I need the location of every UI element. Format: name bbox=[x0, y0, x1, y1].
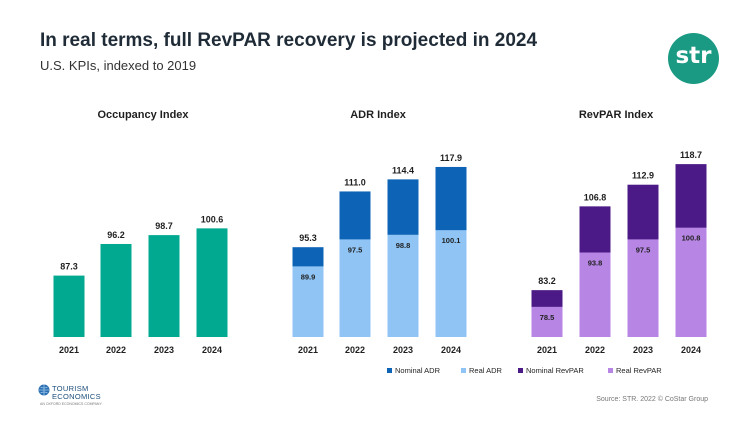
occupancy-index-tick-2024: 2024 bbox=[202, 345, 222, 355]
adr-index-real-value-2023: 98.8 bbox=[396, 241, 411, 250]
revpar-index-real-bar-2024 bbox=[675, 227, 707, 337]
adr-index-title: ADR Index bbox=[350, 109, 407, 121]
adr-index-real-bar-2021 bbox=[292, 266, 324, 337]
occupancy-index-bar-2022 bbox=[100, 243, 132, 337]
revpar-index-value-2023: 112.9 bbox=[632, 171, 654, 181]
revpar-index-real-bar-2023 bbox=[627, 239, 659, 337]
revpar-index-real-value-2023: 97.5 bbox=[636, 245, 651, 254]
adr-index-tick-2021: 2021 bbox=[298, 345, 318, 355]
adr-index-value-2023: 114.4 bbox=[392, 165, 414, 175]
str-logo: str bbox=[668, 33, 719, 84]
adr-index-value-2024: 117.9 bbox=[440, 153, 462, 163]
occupancy-index-value-2023: 98.7 bbox=[155, 221, 173, 231]
globe-icon bbox=[38, 384, 50, 396]
revpar-index-value-2024: 118.7 bbox=[680, 150, 702, 160]
legend-swatch-nominal-adr bbox=[387, 368, 392, 373]
revpar-index-value-2021: 83.2 bbox=[538, 276, 556, 286]
legend-swatch-real-revpar bbox=[608, 368, 613, 373]
adr-index-real-value-2021: 89.9 bbox=[301, 272, 316, 281]
page-subtitle: U.S. KPIs, indexed to 2019 bbox=[40, 58, 197, 73]
legend-label-nominal-revpar: Nominal RevPAR bbox=[526, 366, 584, 375]
revpar-index-tick-2023: 2023 bbox=[633, 345, 653, 355]
legend-swatch-nominal-revpar bbox=[518, 368, 523, 373]
adr-index-real-bar-2022 bbox=[339, 239, 371, 337]
legend-label-real-adr: Real ADR bbox=[469, 366, 503, 375]
brand-name-2: ECONOMICS bbox=[52, 392, 101, 401]
tourism-economics-logo: TOURISM ECONOMICS bbox=[52, 385, 101, 401]
adr-index-real-value-2022: 97.5 bbox=[348, 245, 363, 254]
brand-name-1: TOURISM bbox=[52, 384, 89, 393]
occupancy-index-bar-2021 bbox=[53, 275, 85, 337]
source-note: Source: STR. 2022 © CoStar Group bbox=[596, 396, 708, 403]
occupancy-index-bar-2024 bbox=[196, 228, 228, 337]
adr-index-tick-2022: 2022 bbox=[345, 345, 365, 355]
adr-index-value-2022: 111.0 bbox=[344, 177, 366, 187]
adr-index-value-2021: 95.3 bbox=[299, 233, 317, 243]
revpar-index-tick-2021: 2021 bbox=[537, 345, 557, 355]
revpar-index-real-bar-2021 bbox=[531, 306, 563, 337]
revpar-index-real-value-2024: 100.8 bbox=[682, 234, 701, 243]
legend-label-real-revpar: Real RevPAR bbox=[616, 366, 662, 375]
legend-label-nominal-adr: Nominal ADR bbox=[395, 366, 441, 375]
brand-tagline: AN OXFORD ECONOMICS COMPANY bbox=[40, 402, 102, 406]
adr-index-real-value-2024: 100.1 bbox=[442, 236, 461, 245]
revpar-index-tick-2024: 2024 bbox=[681, 345, 701, 355]
adr-index-real-bar-2024 bbox=[435, 230, 467, 337]
occupancy-index-bar-2023 bbox=[148, 235, 180, 337]
occupancy-index-title: Occupancy Index bbox=[97, 109, 189, 121]
occupancy-index-value-2021: 87.3 bbox=[60, 262, 78, 272]
occupancy-index-value-2024: 100.6 bbox=[201, 214, 224, 224]
adr-index-tick-2023: 2023 bbox=[393, 345, 413, 355]
adr-index-real-bar-2023 bbox=[387, 234, 419, 337]
revpar-index-value-2022: 106.8 bbox=[584, 192, 607, 202]
occupancy-index-value-2022: 96.2 bbox=[107, 230, 125, 240]
revpar-index-real-value-2021: 78.5 bbox=[540, 313, 555, 322]
revpar-index-tick-2022: 2022 bbox=[585, 345, 605, 355]
page-title: In real terms, full RevPAR recovery is p… bbox=[40, 30, 538, 51]
legend-swatch-real-adr bbox=[461, 368, 466, 373]
occupancy-index-tick-2022: 2022 bbox=[106, 345, 126, 355]
occupancy-index-tick-2021: 2021 bbox=[59, 345, 79, 355]
occupancy-index-tick-2023: 2023 bbox=[154, 345, 174, 355]
adr-index-tick-2024: 2024 bbox=[441, 345, 461, 355]
revpar-index-real-bar-2022 bbox=[579, 252, 611, 337]
revpar-index-real-value-2022: 93.8 bbox=[588, 259, 603, 268]
revpar-index-title: RevPAR Index bbox=[579, 109, 654, 121]
